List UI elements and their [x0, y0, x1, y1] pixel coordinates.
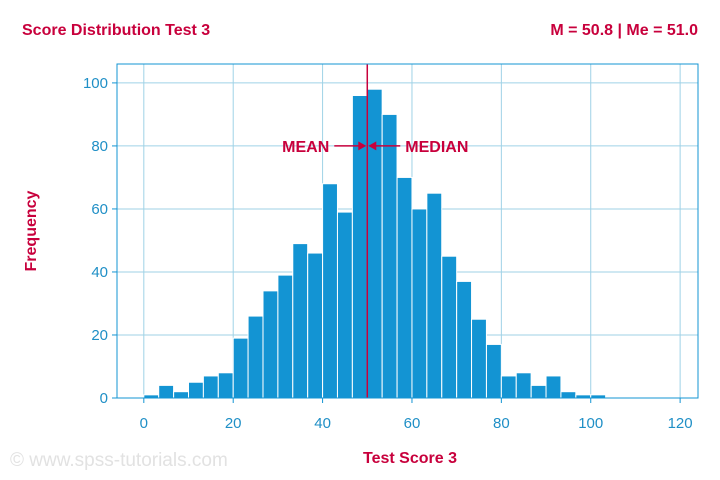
y-tick-label: 80 [91, 138, 108, 155]
y-tick-label: 60 [91, 201, 108, 218]
histogram-bar [471, 318, 487, 399]
x-tick-label: 120 [668, 415, 693, 432]
histogram-bar [232, 337, 249, 399]
x-tick-label: 100 [578, 415, 603, 432]
histogram-bar [545, 375, 562, 399]
histogram-bar [173, 391, 190, 399]
plot-frame [116, 63, 699, 399]
histogram-bar [217, 372, 234, 399]
mean-annotation: MEAN [282, 139, 329, 156]
histogram-bar [441, 255, 458, 399]
histogram-bar [426, 192, 443, 399]
summary-stats: M = 50.8 | Me = 51.0 [550, 22, 698, 39]
histogram-bar [500, 375, 517, 399]
x-tick-label: 40 [314, 415, 331, 432]
mean-arrow-head [358, 141, 367, 151]
histogram-bar [381, 113, 398, 399]
histogram-bar [411, 208, 428, 399]
tick-labels: 0 20 40 60 80 100 120 0 20 40 60 80 100 [83, 75, 693, 432]
x-tick-label: 80 [493, 415, 510, 432]
histogram-bar [396, 176, 413, 399]
x-axis-label: Test Score 3 [363, 450, 457, 467]
histogram-bar [530, 384, 547, 399]
histogram-bar [515, 372, 532, 399]
x-tick-label: 20 [225, 415, 242, 432]
histogram-bar [560, 391, 577, 399]
histogram-bar [188, 381, 204, 399]
histogram-bar [277, 274, 294, 399]
x-tick-label: 60 [404, 415, 421, 432]
plot-border [116, 63, 699, 399]
histogram-bar [202, 375, 219, 399]
histogram-bar [456, 280, 473, 399]
watermark: © www.spss-tutorials.com [10, 450, 228, 471]
histogram-bar [322, 183, 338, 399]
annotations: MEAN MEDIAN [282, 139, 468, 156]
histogram-bars [143, 88, 607, 399]
histogram-bar [247, 315, 264, 399]
histogram-bar [336, 211, 353, 399]
y-tick-label: 100 [83, 75, 108, 92]
histogram-bar [307, 252, 324, 399]
y-tick-label: 20 [91, 327, 108, 344]
histogram-bar [366, 88, 383, 399]
histogram-bar [485, 343, 502, 399]
histogram-bar [158, 384, 175, 399]
y-axis-label: Frequency [23, 190, 40, 272]
histogram-bar [292, 243, 309, 399]
y-tick-label: 0 [100, 390, 108, 407]
x-tick-label: 0 [140, 415, 148, 432]
histogram-bar [351, 95, 368, 399]
median-annotation: MEDIAN [405, 139, 468, 156]
histogram-bar [262, 290, 279, 399]
y-tick-label: 40 [91, 264, 108, 281]
median-arrow-head [368, 141, 377, 151]
chart-title: Score Distribution Test 3 [22, 22, 211, 39]
